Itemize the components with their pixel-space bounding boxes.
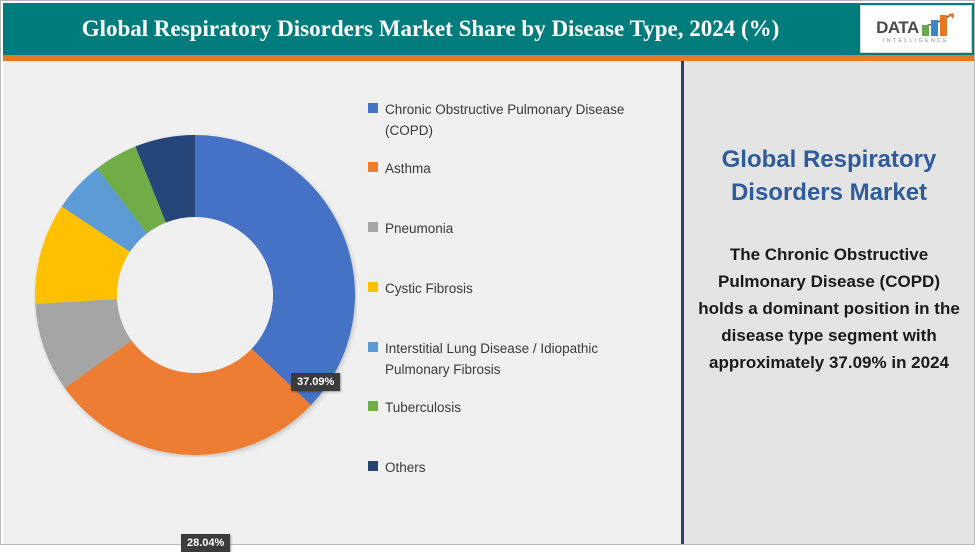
donut-slice[interactable] [35,206,131,304]
legend-item-label: Interstitial Lung Disease / Idiopathic P… [385,341,599,377]
legend-item-copd[interactable]: Chronic Obstructive Pulmonary Disease (C… [368,99,653,141]
legend-swatch-icon [368,222,378,232]
legend-item-interstitial-lung-disease[interactable]: Interstitial Lung Disease / Idiopathic P… [368,338,653,380]
donut-chart: 37.09% 28.04% [33,133,357,552]
donut-slice-group [35,135,355,455]
logo-wordmark: DATA [876,18,919,37]
summary-body: The Chronic Obstructive Pulmonary Diseas… [698,245,960,372]
brand-logo: DATA INTELLIGENCE [860,5,972,53]
legend-swatch-icon [368,461,378,471]
logo-bar-chart-icon [921,13,956,36]
summary-panel: Global Respiratory Disorders Market The … [684,61,974,544]
donut-slice[interactable] [97,146,166,234]
donut-slice[interactable] [35,299,132,388]
donut-slice[interactable] [135,135,195,223]
legend-item-others[interactable]: Others [368,457,653,479]
donut-hole [117,217,273,373]
data-label-asthma: 28.04% [181,534,231,552]
logo-row: DATA [876,13,956,37]
legend-item-label: Chronic Obstructive Pulmonary Disease (C… [385,102,625,138]
legend-swatch-icon [368,282,378,292]
donut-slice[interactable] [195,135,355,406]
content-area: 37.09% 28.04% Chronic Obstructive Pulmon… [3,61,974,552]
legend-swatch-icon [368,342,378,352]
legend-item-label: Cystic Fibrosis [385,281,473,296]
legend-item-asthma[interactable]: Asthma [368,158,653,180]
legend-item-cystic-fibrosis[interactable]: Cystic Fibrosis [368,278,653,300]
summary-title: Global Respiratory Disorders Market [721,146,937,206]
legend-item-tuberculosis[interactable]: Tuberculosis [368,397,653,419]
donut-slice[interactable] [61,168,148,252]
donut-chart-svg [35,135,355,455]
legend-swatch-icon [368,162,378,172]
header-bar: Global Respiratory Disorders Market Shar… [3,3,974,55]
legend-item-label: Asthma [385,161,431,176]
data-label-copd: 37.09% [291,373,341,391]
chart-panel: 37.09% 28.04% Chronic Obstructive Pulmon… [23,71,663,552]
chart-legend: Chronic Obstructive Pulmonary Disease (C… [368,99,653,496]
accent-rule [3,55,974,61]
donut-slice[interactable] [64,340,312,455]
panel-divider [681,61,684,544]
legend-item-pneumonia[interactable]: Pneumonia [368,218,653,240]
legend-item-label: Tuberculosis [385,400,462,415]
legend-item-label: Pneumonia [385,221,454,236]
legend-swatch-icon [368,103,378,113]
logo-subtitle: INTELLIGENCE [882,38,950,44]
page-title: Global Respiratory Disorders Market Shar… [81,16,780,41]
legend-swatch-icon [368,401,378,411]
legend-item-label: Others [385,460,426,475]
